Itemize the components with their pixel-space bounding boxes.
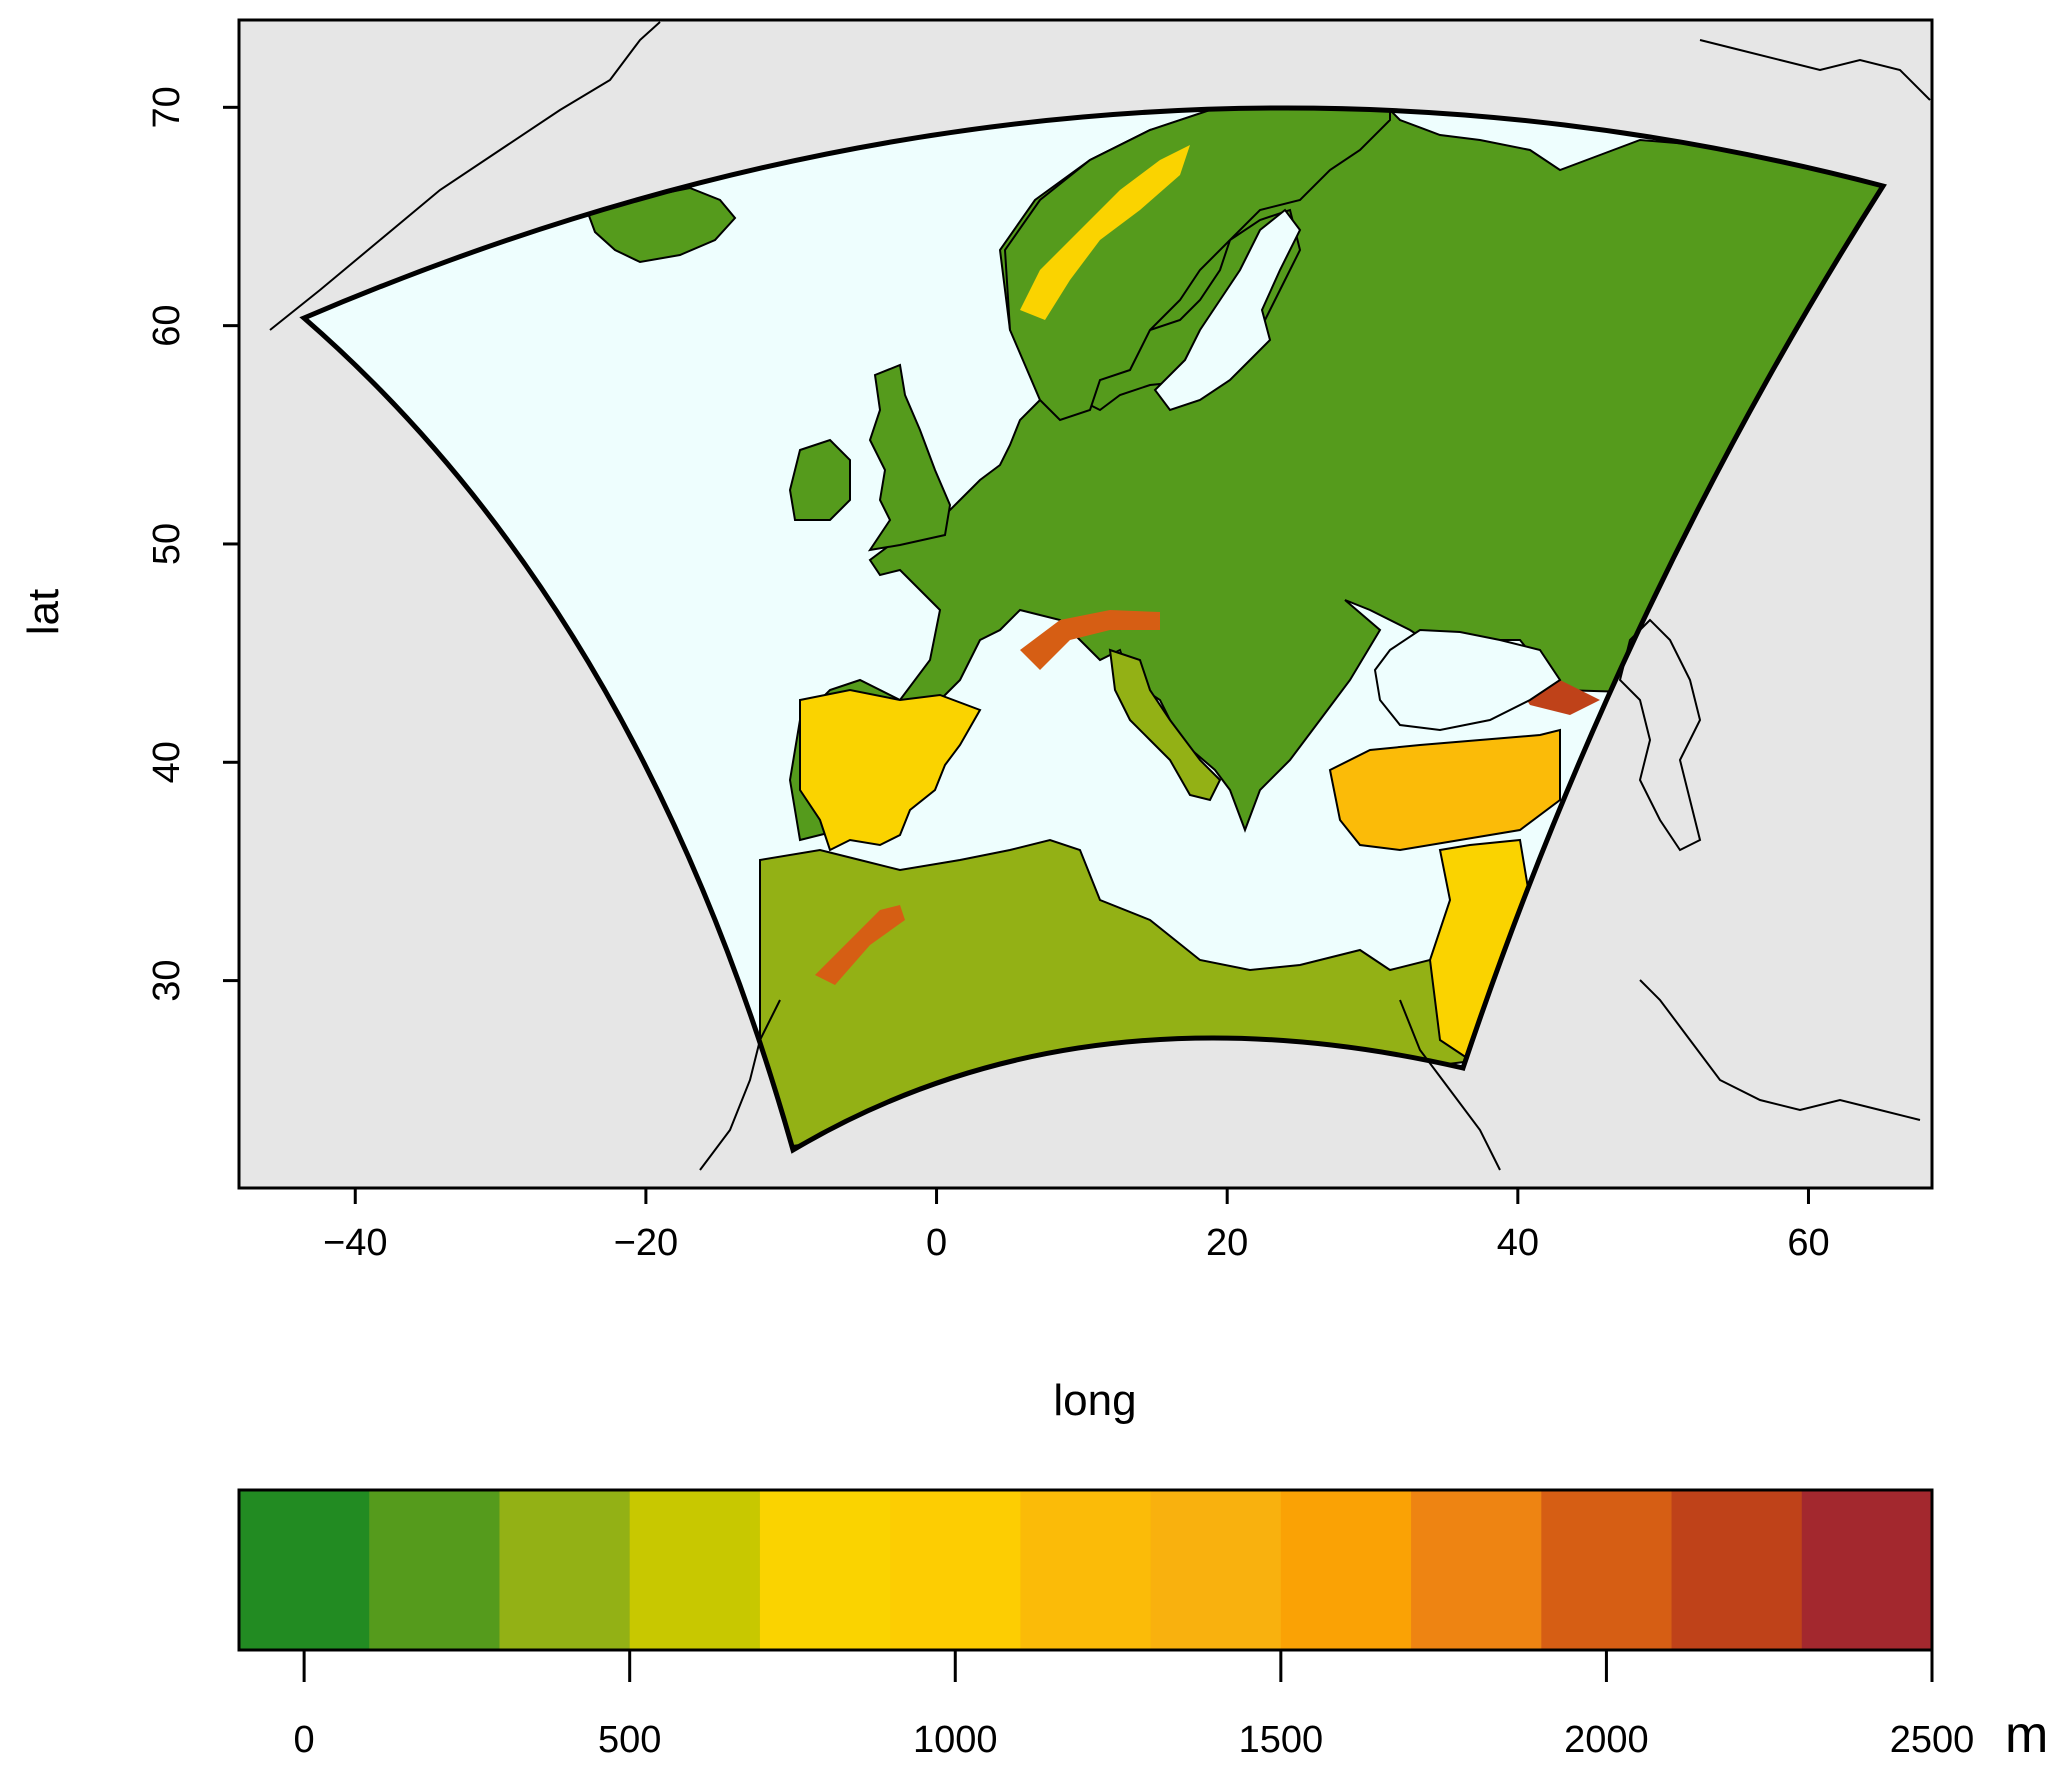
- y-tick-label: 70: [146, 86, 188, 128]
- black-sea: [1373, 628, 1562, 732]
- x-tick-label: −20: [614, 1222, 678, 1264]
- x-axis-title: long: [1053, 1376, 1136, 1425]
- colorbar-tick-label: 1000: [913, 1719, 998, 1761]
- colorbar-bin: [1280, 1490, 1412, 1650]
- colorbar-tick-label: 1500: [1239, 1719, 1324, 1761]
- map-axes: −40 −20 0 20 40 60 30 40 50 60 70: [146, 86, 1830, 1264]
- x-tick-label: 0: [926, 1222, 947, 1264]
- y-axis-title: lat: [19, 589, 68, 635]
- land-scandinavia: [1003, 107, 1391, 422]
- colorbar-bin: [1411, 1490, 1542, 1650]
- colorbar-bin: [239, 1490, 370, 1650]
- land-italy: [1108, 648, 1222, 802]
- colorbar-bin: [1150, 1490, 1282, 1650]
- y-tick-label: 50: [146, 523, 188, 565]
- map-frame: [237, 18, 1934, 1190]
- colorbar-bin: [1671, 1490, 1803, 1650]
- elevation-colorbar: 0 500 1000 1500 2000 2500: [237, 1488, 1975, 1761]
- baltic-sea: [1153, 208, 1302, 412]
- x-tick-label: 60: [1787, 1222, 1829, 1264]
- land-great-britain: [867, 363, 952, 552]
- colorbar-bin: [1801, 1490, 1933, 1650]
- colorbar-bin: [1020, 1490, 1152, 1650]
- colorbar-tick-label: 2500: [1890, 1719, 1975, 1761]
- y-tick-label: 40: [146, 741, 188, 783]
- alps-ridge: [1020, 610, 1160, 670]
- colorbar-tick-label: 2000: [1564, 1719, 1649, 1761]
- colorbar-bin: [629, 1490, 761, 1650]
- colorbar-unit-label: m: [2005, 1706, 2048, 1764]
- x-tick-label: 40: [1497, 1222, 1539, 1264]
- land-iberia: [799, 688, 982, 852]
- colorbar-frame: [237, 1488, 1934, 1652]
- y-tick-label: 60: [146, 305, 188, 347]
- colorbar-tick-label: 500: [598, 1719, 661, 1761]
- atlas-ridge: [815, 905, 905, 985]
- model-domain-outline: [299, 105, 1887, 1154]
- colorbar-bin: [499, 1490, 631, 1650]
- colorbar-tick-label: 0: [294, 1719, 315, 1761]
- colorbar-bin: [369, 1490, 500, 1650]
- x-tick-label: −40: [323, 1222, 387, 1264]
- y-tick-label: 30: [146, 959, 188, 1001]
- colorbar-bin: [759, 1490, 891, 1650]
- x-tick-label: 20: [1206, 1222, 1248, 1264]
- colorbar-bin: [890, 1490, 1021, 1650]
- land-turkey: [1328, 728, 1561, 852]
- outside-coastlines: [269, 21, 1931, 1171]
- colorbar-bin: [1541, 1490, 1673, 1650]
- scandinavian-mountains: [1020, 145, 1190, 320]
- land-ireland: [788, 438, 851, 521]
